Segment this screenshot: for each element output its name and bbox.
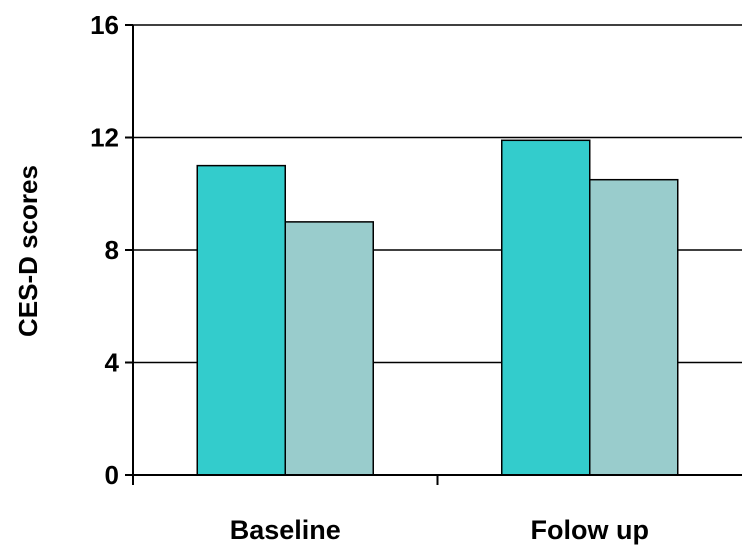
bar-0-series-0 [196, 164, 286, 476]
y-axis-title: CES-D scores [13, 165, 43, 337]
bars [196, 139, 679, 476]
y-tick-label-16: 16 [90, 10, 119, 40]
x-category-label-0: Baseline [230, 515, 341, 545]
axes [125, 24, 742, 485]
y-tick-labels: 0 4 8 12 16 [90, 10, 119, 490]
bar-1-series-0 [501, 139, 591, 476]
y-tick-label-4: 4 [105, 348, 120, 378]
y-tick-label-8: 8 [105, 235, 119, 265]
bar-0-series-1 [284, 221, 374, 476]
x-category-label-1: Folow up [531, 515, 649, 545]
x-category-labels: Baseline Folow up [230, 515, 649, 545]
y-tick-label-12: 12 [90, 123, 119, 153]
bar-1-series-1 [589, 178, 679, 476]
y-tick-label-0: 0 [105, 460, 119, 490]
